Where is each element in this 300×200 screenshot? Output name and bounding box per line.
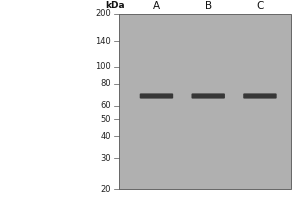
Text: 20: 20 [100,184,111,194]
Text: 60: 60 [100,101,111,110]
FancyBboxPatch shape [140,93,173,99]
FancyBboxPatch shape [191,93,225,99]
FancyBboxPatch shape [243,93,277,99]
Text: 80: 80 [100,79,111,88]
Text: 40: 40 [100,132,111,141]
Bar [118,14,291,189]
Text: 140: 140 [95,37,111,46]
Text: 100: 100 [95,62,111,71]
Text: 200: 200 [95,9,111,19]
Text: 30: 30 [100,154,111,163]
Text: C: C [256,1,264,11]
Text: A: A [153,1,160,11]
Text: kDa: kDa [106,1,125,10]
Text: 50: 50 [100,115,111,124]
Text: B: B [205,1,212,11]
